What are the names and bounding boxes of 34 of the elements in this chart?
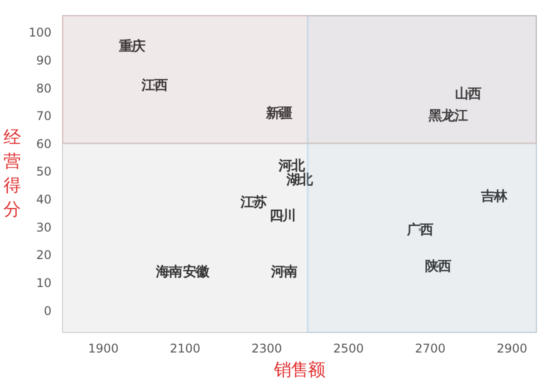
y-tick-label: 100 — [28, 26, 52, 40]
data-label: 陕西 — [425, 258, 452, 274]
x-tick-label: 2700 — [414, 342, 446, 356]
y-tick-label: 50 — [36, 164, 52, 179]
y-tick-label: 20 — [36, 248, 52, 262]
y-tick-label: 0 — [44, 304, 52, 318]
data-label: 安徽 — [183, 264, 210, 279]
data-label: 吉林 — [480, 188, 508, 204]
y-tick-label: 90 — [36, 53, 52, 68]
x-tick-label: 1900 — [88, 342, 119, 356]
data-label: 江西 — [140, 78, 168, 93]
y-tick-label: 30 — [36, 220, 52, 234]
data-label: 重庆 — [118, 38, 145, 54]
data-label: 山西 — [454, 86, 481, 101]
y-axis-title: 经营得分 — [4, 128, 21, 220]
y-tick-label: 80 — [36, 81, 52, 96]
data-label: 江苏 — [239, 194, 266, 210]
x-tick-label: 2500 — [333, 342, 364, 356]
x-axis-title: 销售额 — [273, 360, 325, 380]
y-tick-label: 40 — [36, 192, 52, 207]
data-label: 湖北 — [286, 172, 314, 188]
data-label: 广西 — [406, 222, 434, 238]
y-tick-label: 60 — [36, 136, 52, 151]
data-label: 黑龙江 — [427, 108, 468, 124]
data-label: 河北 — [277, 158, 306, 174]
x-tick-label: 2300 — [252, 342, 282, 356]
y-tick-label: 70 — [36, 109, 52, 124]
data-label: 河南 — [270, 264, 297, 279]
y-tick-label: 10 — [36, 276, 52, 290]
data-label: 海南 — [155, 264, 182, 279]
data-label: 新疆 — [265, 105, 292, 120]
x-tick-label: 2100 — [170, 342, 200, 356]
data-label: 四川 — [269, 208, 296, 224]
x-tick-label: 2900 — [496, 342, 528, 356]
